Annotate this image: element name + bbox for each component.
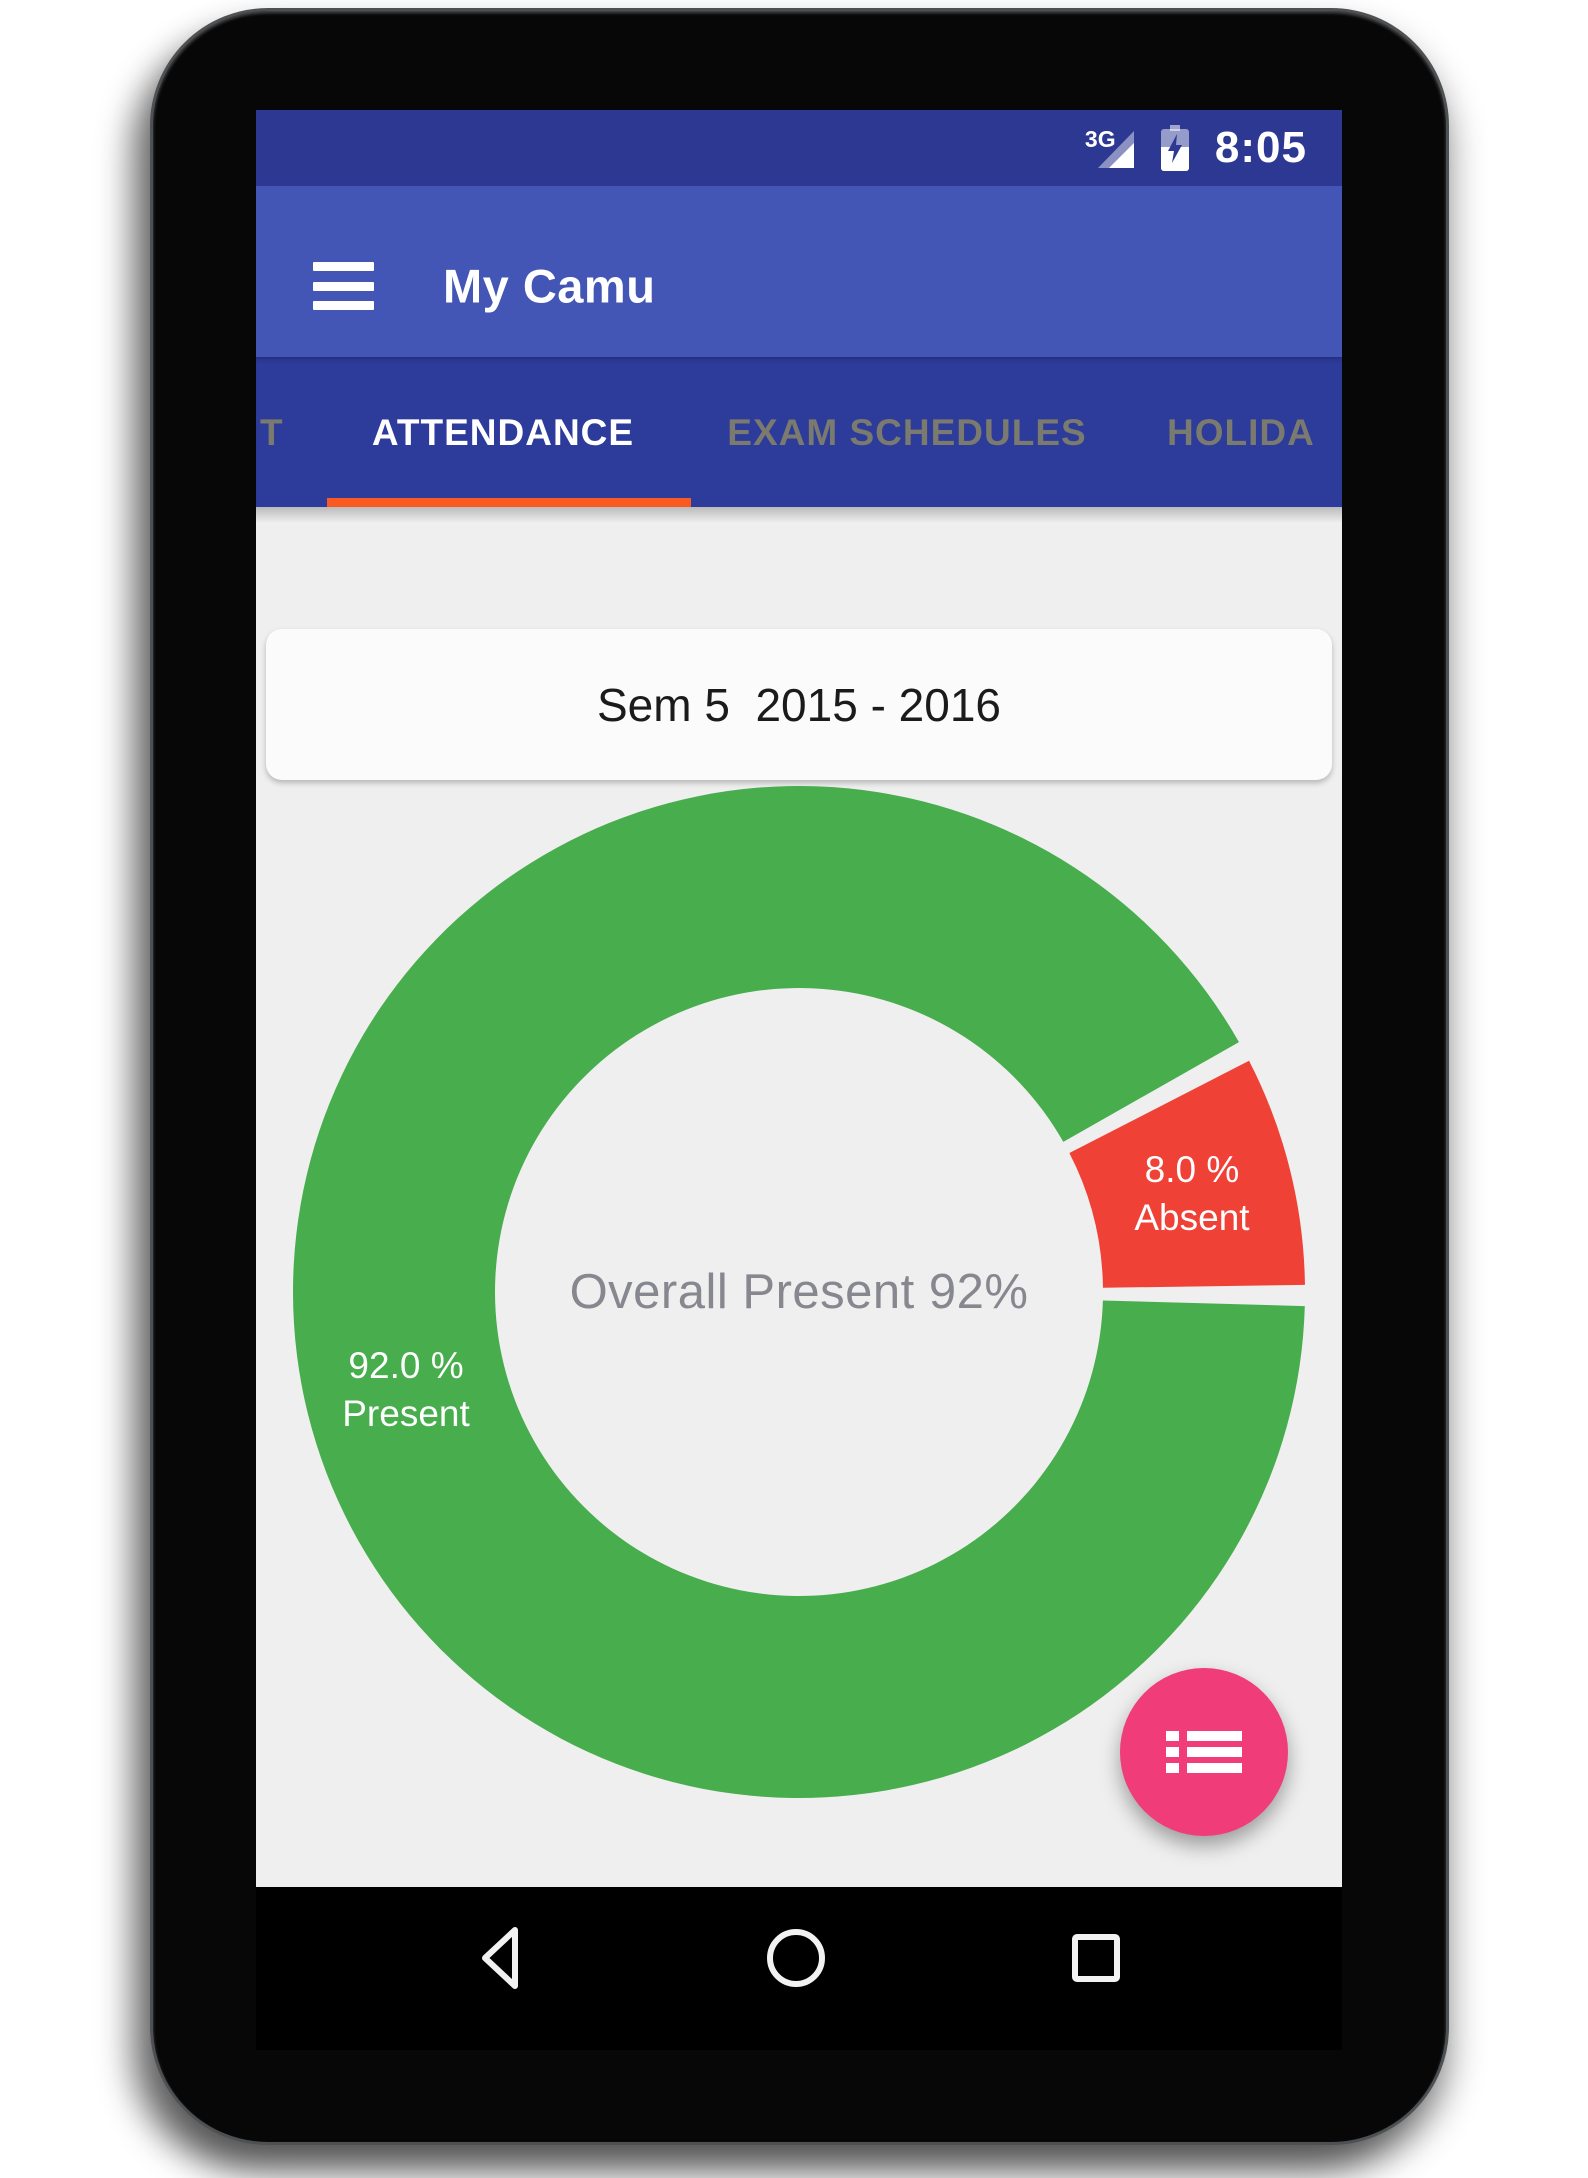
battery-charging-icon xyxy=(1160,125,1189,171)
app-bar: My Camu xyxy=(256,186,1342,357)
slice-present[interactable] xyxy=(293,786,1305,1799)
back-button[interactable] xyxy=(474,1922,526,1994)
tab-attendance[interactable]: ATTENDANCE xyxy=(371,412,635,453)
present-name: Present xyxy=(342,1392,470,1434)
home-button[interactable] xyxy=(764,1926,828,1990)
tab-bar: T ATTENDANCE EXAM SCHEDULES HOLIDA xyxy=(256,357,1342,507)
active-tab-indicator xyxy=(327,498,691,507)
screen: 3G 8:05 xyxy=(256,110,1342,2050)
tab-partial-left[interactable]: T xyxy=(260,412,284,453)
semester-label: Sem 5 2015 - 2016 xyxy=(596,678,1002,731)
attendance-content: Sem 5 2015 - 2016 Overall Present 92% 92… xyxy=(256,507,1342,1887)
android-nav-bar xyxy=(256,1887,1342,2050)
chart-center-label: Overall Present 92% xyxy=(569,1265,1029,1319)
absent-name: Absent xyxy=(1134,1197,1250,1239)
semester-selector-card[interactable]: Sem 5 2015 - 2016 xyxy=(266,629,1332,780)
slice-label-absent: 8.0 % Absent xyxy=(1134,1146,1249,1242)
slice-label-present: 92.0 % Present xyxy=(342,1342,470,1438)
list-icon xyxy=(1166,1730,1242,1773)
tablet-device: 3G 8:05 xyxy=(150,8,1449,2145)
network-type-label: 3G xyxy=(1084,126,1116,152)
menu-icon[interactable] xyxy=(313,262,374,310)
donut-chart xyxy=(293,786,1305,1799)
present-value: 92.0 % xyxy=(348,1344,464,1386)
tab-exam-schedules[interactable]: EXAM SCHEDULES xyxy=(727,412,1087,453)
absent-value: 8.0 % xyxy=(1144,1148,1240,1190)
tab-holidays[interactable]: HOLIDA xyxy=(1167,412,1315,453)
signal-triangle-icon xyxy=(1097,131,1134,168)
slice-absent[interactable] xyxy=(1069,1060,1305,1288)
status-bar: 3G 8:05 xyxy=(256,110,1342,186)
cellular-signal-icon: 3G xyxy=(1085,125,1135,171)
recents-button[interactable] xyxy=(1068,1930,1124,1986)
page-title: My Camu xyxy=(443,259,656,313)
list-view-fab[interactable] xyxy=(1120,1668,1288,1836)
clock-time: 8:05 xyxy=(1214,123,1307,172)
